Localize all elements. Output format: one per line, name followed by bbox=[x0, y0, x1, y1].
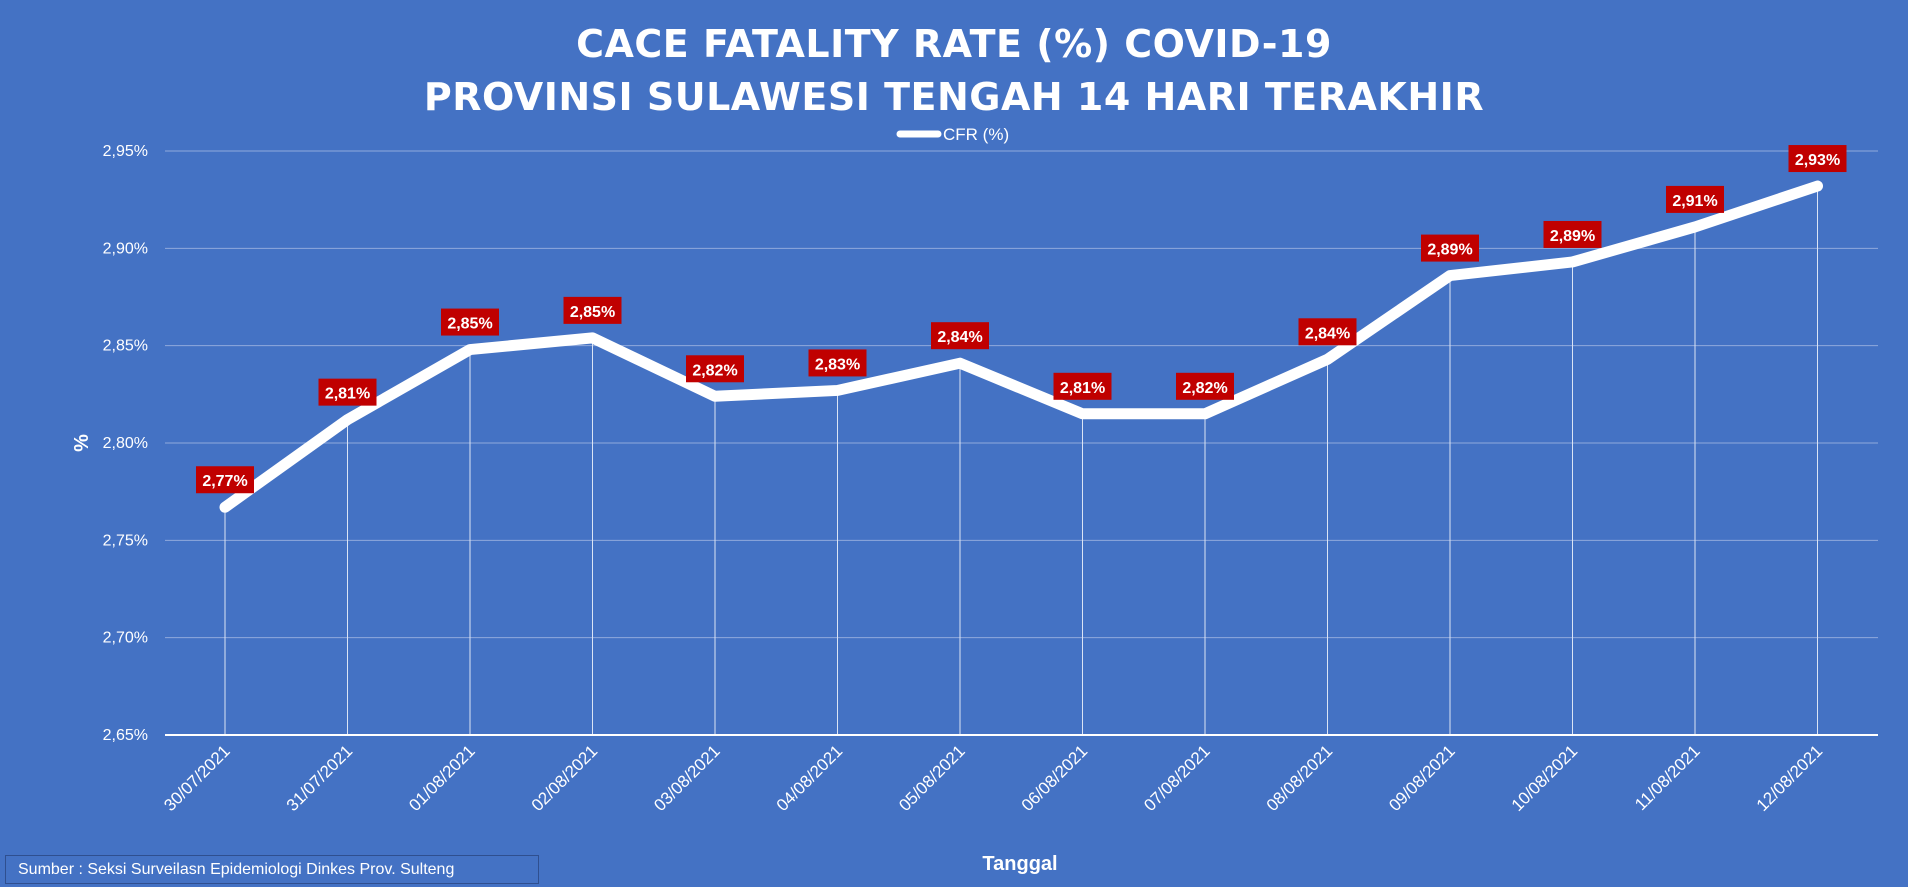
data-label: 2,89% bbox=[1543, 220, 1602, 248]
data-label-bg bbox=[1421, 234, 1479, 262]
data-label: 2,82% bbox=[1176, 372, 1234, 400]
chart-subtitle: PROVINSI SULAWESI TENGAH 14 HARI TERAKHI… bbox=[423, 75, 1485, 119]
data-label: 2,77% bbox=[196, 466, 254, 494]
x-tick-label: 30/07/2021 bbox=[160, 741, 234, 815]
x-tick-label: 31/07/2021 bbox=[283, 741, 357, 815]
data-label: 2,84% bbox=[1298, 318, 1357, 346]
chart-title-block: CACE FATALITY RATE (%) COVID-19 PROVINSI… bbox=[0, 18, 1908, 124]
data-labels: 2,77% 2,81% 2,85% 2,85% 2,82% 2,83% 2,84% 2,81%… bbox=[196, 145, 1847, 494]
x-tick-label: 04/08/2021 bbox=[773, 741, 847, 815]
grid-lines bbox=[165, 150, 1878, 639]
x-tick-label: 02/08/2021 bbox=[528, 741, 602, 815]
drop-lines bbox=[224, 186, 1818, 735]
data-label-bg bbox=[1298, 318, 1357, 346]
data-label: 2,81% bbox=[1053, 372, 1112, 400]
y-tick-label: 2,90% bbox=[103, 240, 148, 257]
data-label-text: 2,91% bbox=[1672, 193, 1717, 210]
legend-label: CFR (%) bbox=[943, 125, 1009, 144]
data-point bbox=[1572, 261, 1573, 263]
x-tick-label: 12/08/2021 bbox=[1753, 741, 1827, 815]
data-label-bg bbox=[931, 322, 989, 350]
data-label-bg bbox=[318, 378, 377, 406]
x-tick-label: 09/08/2021 bbox=[1385, 741, 1459, 815]
data-label: 2,84% bbox=[931, 322, 989, 350]
legend: CFR (%) bbox=[896, 125, 1009, 144]
data-label-bg bbox=[1543, 220, 1602, 248]
data-label-bg bbox=[686, 355, 744, 383]
data-point bbox=[837, 389, 838, 391]
data-label-bg bbox=[1666, 185, 1724, 213]
x-tick-label: 01/08/2021 bbox=[405, 741, 479, 815]
y-tick-label: 2,80% bbox=[103, 435, 148, 452]
x-tick-label: 03/08/2021 bbox=[650, 741, 724, 815]
data-point bbox=[1327, 358, 1328, 360]
data-label-bg bbox=[1176, 372, 1234, 400]
series-line-cfr bbox=[219, 180, 1823, 513]
data-label: 2,93% bbox=[1788, 145, 1847, 173]
data-label-text: 2,85% bbox=[447, 316, 492, 333]
data-point bbox=[1817, 185, 1818, 187]
data-label-text: 2,81% bbox=[325, 386, 370, 403]
y-tick-label: 2,85% bbox=[103, 338, 148, 355]
data-label: 2,83% bbox=[808, 349, 867, 377]
data-point bbox=[592, 337, 593, 339]
y-tick-label: 2,75% bbox=[103, 532, 148, 549]
data-point bbox=[1204, 413, 1206, 415]
x-tick-label: 05/08/2021 bbox=[895, 741, 969, 815]
data-point bbox=[1082, 413, 1083, 415]
x-tick-label: 08/08/2021 bbox=[1263, 741, 1337, 815]
data-label-bg bbox=[1053, 372, 1112, 400]
data-label-text: 2,85% bbox=[570, 304, 615, 321]
data-label: 2,85% bbox=[441, 308, 499, 336]
x-tick-label: 06/08/2021 bbox=[1018, 741, 1092, 815]
data-label-bg bbox=[441, 308, 499, 336]
data-label-text: 2,77% bbox=[202, 473, 247, 490]
data-label-bg bbox=[808, 349, 867, 377]
x-tick-label: 07/08/2021 bbox=[1140, 741, 1214, 815]
data-label-text: 2,84% bbox=[937, 329, 982, 346]
data-label-bg bbox=[196, 466, 254, 494]
data-label-text: 2,89% bbox=[1550, 228, 1595, 245]
data-label: 2,91% bbox=[1666, 185, 1724, 213]
chart-title: CACE FATALITY RATE (%) COVID-19 bbox=[576, 22, 1332, 66]
y-tick-label: 2,65% bbox=[103, 727, 148, 744]
x-tick-label: 11/08/2021 bbox=[1631, 741, 1704, 814]
data-label-bg bbox=[563, 296, 622, 324]
data-label-text: 2,89% bbox=[1427, 242, 1472, 259]
x-tick-label: 10/08/2021 bbox=[1508, 741, 1582, 815]
series-cfr bbox=[219, 180, 1823, 513]
data-label-text: 2,83% bbox=[815, 356, 860, 373]
data-label: 2,82% bbox=[686, 355, 744, 383]
data-point bbox=[959, 362, 961, 364]
y-axis-title: % bbox=[71, 434, 93, 452]
data-label-text: 2,93% bbox=[1795, 152, 1840, 169]
data-point bbox=[224, 506, 226, 508]
data-label: 2,85% bbox=[563, 296, 622, 324]
y-tick-label: 2,95% bbox=[103, 143, 148, 160]
data-label: 2,81% bbox=[318, 378, 377, 406]
data-label-bg bbox=[1788, 145, 1847, 173]
data-label-text: 2,84% bbox=[1305, 325, 1350, 342]
data-label-text: 2,81% bbox=[1060, 380, 1105, 397]
data-point bbox=[1694, 226, 1696, 228]
data-label: 2,89% bbox=[1421, 234, 1479, 262]
data-label-text: 2,82% bbox=[692, 362, 737, 379]
data-point bbox=[347, 419, 348, 421]
source-note: Sumber : Seksi Surveilasn Epidemiologi D… bbox=[5, 855, 539, 884]
y-tick-label: 2,70% bbox=[103, 630, 148, 647]
x-axis-title: Tanggal bbox=[982, 853, 1057, 875]
data-point bbox=[469, 349, 471, 351]
data-label-text: 2,82% bbox=[1182, 380, 1227, 397]
data-point bbox=[714, 395, 716, 397]
data-point bbox=[1449, 275, 1451, 277]
